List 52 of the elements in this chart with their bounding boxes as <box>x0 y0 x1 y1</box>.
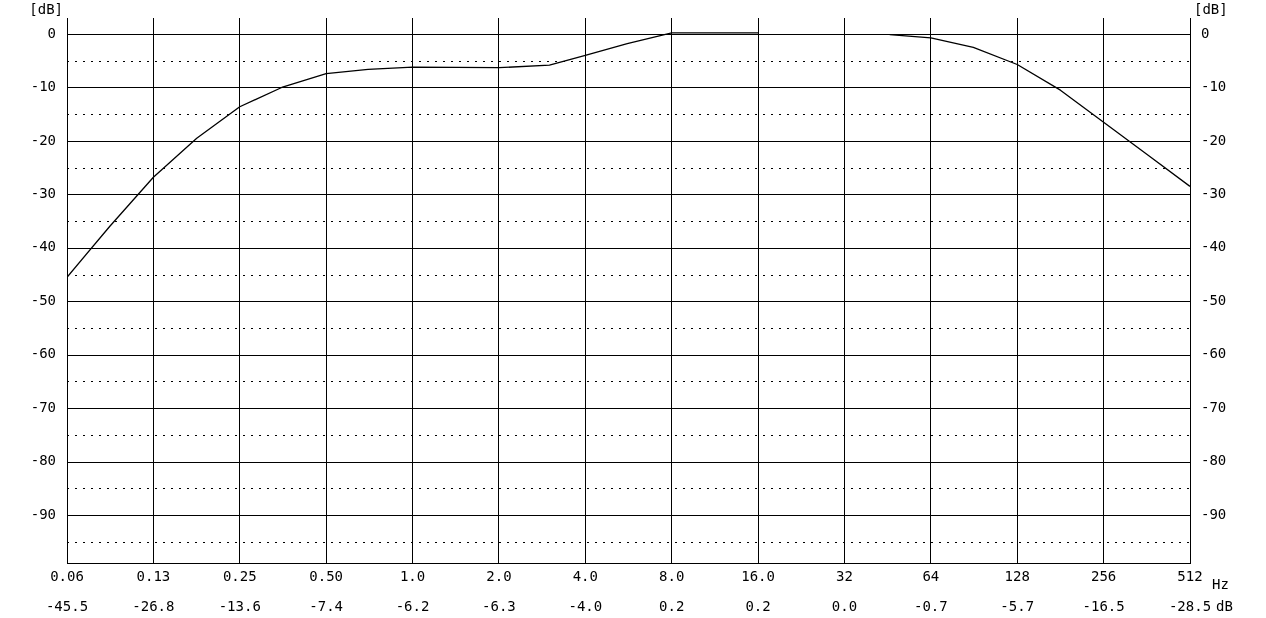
y2-tick-label: -70 <box>1201 398 1227 415</box>
text: -0.7 <box>913 597 948 614</box>
y2-tick-label: -40 <box>1201 238 1227 255</box>
x-tick-label: 0.50 <box>309 568 344 585</box>
y-axis-title: [dB] <box>29 0 63 17</box>
y2-tick-label: 0 <box>1201 24 1210 41</box>
y2-tick-label: -90 <box>1201 505 1227 522</box>
x-tick-label: 8.0 <box>659 568 685 585</box>
x-axis-title: Hz <box>1212 575 1229 592</box>
x-tick-label: 512 <box>1177 568 1203 585</box>
text: -13.6 <box>218 597 261 614</box>
text: -16.5 <box>1082 597 1125 614</box>
text: -45.5 <box>45 597 89 614</box>
y-tick-label: -30 <box>30 185 56 202</box>
text: dB <box>1216 597 1233 614</box>
x-tick-label: 1.0 <box>399 568 426 585</box>
x-tick-label: 16.0 <box>741 568 775 585</box>
text: -7.4 <box>309 597 344 614</box>
y2-tick-label: -10 <box>1201 78 1227 95</box>
y-tick-label: 0 <box>47 24 56 41</box>
x-tick-label: 128 <box>1004 568 1030 585</box>
text: 0.0 <box>831 597 858 614</box>
y-tick-label: -50 <box>30 291 56 308</box>
y2-tick-label: -50 <box>1201 291 1227 308</box>
x-tick-label: 64 <box>922 568 940 585</box>
text: -26.8 <box>132 597 175 614</box>
x-tick-label: 2.0 <box>486 568 512 585</box>
x-tick-label: 256 <box>1090 568 1117 585</box>
text: -5.7 <box>1000 597 1035 614</box>
text: -6.3 <box>482 597 516 614</box>
x-tick-label: 32 <box>836 568 853 585</box>
text: -6.2 <box>395 597 430 614</box>
y2-tick-label: -20 <box>1201 131 1227 148</box>
text: -4.0 <box>568 597 603 614</box>
text: 0.2 <box>745 597 771 614</box>
y-tick-label: -80 <box>30 452 56 469</box>
x-tick-label: 0.06 <box>50 568 84 585</box>
text: 0.2 <box>659 597 685 614</box>
y2-tick-label: -80 <box>1201 452 1227 469</box>
y2-tick-label: -60 <box>1201 345 1227 362</box>
y-tick-label: -20 <box>30 131 56 148</box>
y-tick-label: -40 <box>30 238 56 255</box>
x-tick-label: 0.13 <box>136 568 171 585</box>
y-tick-label: -60 <box>30 345 56 362</box>
text: -28.5 <box>1168 597 1212 614</box>
x-tick-label: 4.0 <box>572 568 598 585</box>
y-tick-label: -70 <box>30 398 56 415</box>
y2-tick-label: -30 <box>1201 185 1227 202</box>
x-tick-label: 0.25 <box>222 568 257 585</box>
y2-axis-title: [dB] <box>1194 0 1228 17</box>
y-tick-label: -10 <box>30 78 56 95</box>
y-tick-label: -90 <box>30 505 56 522</box>
